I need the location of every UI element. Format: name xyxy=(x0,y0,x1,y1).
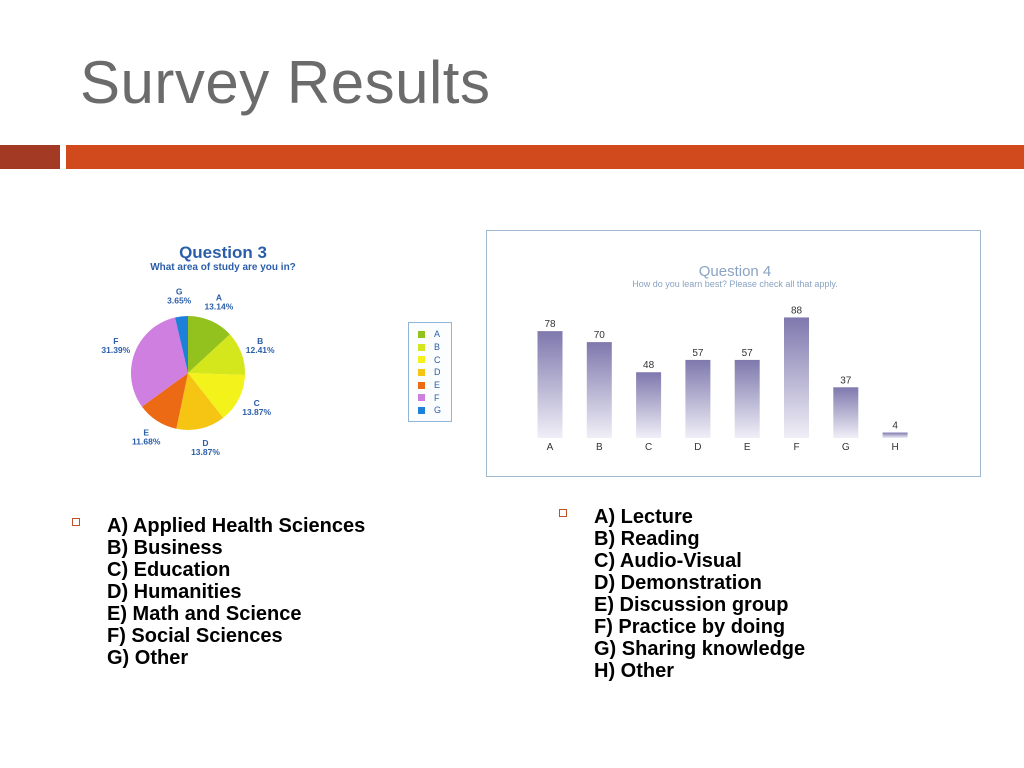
pie-label: D xyxy=(202,438,208,448)
legend-swatch xyxy=(418,368,425,376)
legend-label: A xyxy=(434,329,441,340)
question4-bar-chart: Question 4 How do you learn best? Please… xyxy=(537,263,908,453)
learning-style-item: H) Other xyxy=(594,660,674,682)
bar-a xyxy=(537,331,563,438)
pie-label: F xyxy=(113,336,118,346)
bar-category-label: C xyxy=(645,442,652,453)
pie-value-label: 13.87% xyxy=(242,407,271,417)
learning-styles-list: A) Lecture B) Reading C) Audio-Visual D) De… xyxy=(559,506,859,686)
pie-value-label: 13.14% xyxy=(204,301,233,311)
bar-h xyxy=(882,432,908,438)
study-area-item: G) Other xyxy=(107,647,189,669)
legend-item: F xyxy=(409,391,451,404)
title-divider-dark xyxy=(0,145,60,169)
bar-d xyxy=(685,359,711,438)
bar-c xyxy=(636,372,662,438)
pie-slice-b xyxy=(188,334,245,375)
legend-item: D xyxy=(409,366,451,379)
bullet-icon xyxy=(559,509,567,517)
learning-style-item: A) Lecture xyxy=(594,506,693,528)
legend-swatch xyxy=(418,330,425,338)
bar-g xyxy=(833,387,859,438)
bar-e xyxy=(734,359,760,438)
study-area-item: E) Math and Science xyxy=(107,603,302,625)
legend-item: G xyxy=(409,404,451,417)
legend-swatch xyxy=(418,394,425,402)
study-area-item: F) Social Sciences xyxy=(107,625,283,647)
bar-f xyxy=(784,317,809,438)
legend-swatch xyxy=(418,356,425,364)
learning-style-item: B) Reading xyxy=(594,528,700,550)
legend-label: F xyxy=(434,392,440,403)
bar-b xyxy=(586,342,612,438)
question3-pie-chart: Question 3 What area of study are you in… xyxy=(101,243,296,457)
bar-value-label: 70 xyxy=(594,330,606,341)
question4-chart-frame: Question 4 How do you learn best? Please… xyxy=(486,230,981,477)
legend-label: D xyxy=(434,367,441,378)
pie-label: G xyxy=(176,287,183,297)
pie-slice-g xyxy=(175,316,188,373)
legend-label: E xyxy=(434,380,441,391)
learning-style-item: F) Practice by doing xyxy=(594,616,786,638)
pie-slice-c xyxy=(188,373,245,418)
question4-subtitle: How do you learn best? Please check all … xyxy=(632,279,837,289)
pie-slice-d xyxy=(176,373,224,430)
learning-style-item: E) Discussion group xyxy=(594,594,789,616)
pie-value-label: 12.41% xyxy=(246,345,275,355)
bar-category-label: D xyxy=(694,442,701,453)
bar-value-label: 37 xyxy=(840,375,852,386)
pie-slice-e xyxy=(141,373,188,429)
bar-category-label: H xyxy=(891,442,898,453)
question3-subtitle: What area of study are you in? xyxy=(150,262,296,273)
question4-title: Question 4 xyxy=(699,263,772,280)
bar-value-label: 4 xyxy=(892,421,898,432)
learning-style-item: C) Audio-Visual xyxy=(594,550,742,572)
question3-title: Question 3 xyxy=(179,243,267,262)
pie-value-label: 31.39% xyxy=(101,345,130,355)
legend-item: A xyxy=(409,328,451,341)
legend-swatch xyxy=(418,406,425,414)
study-areas-list: A) Applied Health Sciences B) Business C) … xyxy=(72,515,432,675)
bar-value-label: 88 xyxy=(791,305,803,316)
study-area-item: B) Business xyxy=(107,537,223,559)
study-area-item: C) Education xyxy=(107,559,231,581)
pie-value-label: 13.87% xyxy=(191,447,220,457)
bar-value-label: 48 xyxy=(643,360,655,371)
pie-value-label: 3.65% xyxy=(167,296,192,306)
study-area-item: A) Applied Health Sciences xyxy=(107,515,366,537)
legend-item: C xyxy=(409,353,451,366)
bar-value-label: 57 xyxy=(742,348,754,359)
legend-label: G xyxy=(434,405,442,416)
legend-swatch xyxy=(418,343,425,351)
legend-swatch xyxy=(418,381,425,389)
pie-label: C xyxy=(254,398,260,408)
pie-label: E xyxy=(143,428,149,438)
study-area-item: D) Humanities xyxy=(107,581,242,603)
bar-value-label: 78 xyxy=(544,319,556,330)
learning-style-item: D) Demonstration xyxy=(594,572,762,594)
bullet-icon xyxy=(72,518,80,526)
bar-value-label: 57 xyxy=(692,348,704,359)
pie-slice-a xyxy=(188,316,230,373)
legend-label: B xyxy=(434,342,441,353)
legend-label: C xyxy=(434,354,441,365)
bar-category-label: B xyxy=(596,442,603,453)
pie-label: A xyxy=(216,292,222,302)
slide-title: Survey Results xyxy=(80,49,491,116)
legend-item: B xyxy=(409,341,451,354)
bar-category-label: F xyxy=(793,442,799,453)
legend-item: E xyxy=(409,379,451,392)
bar-category-label: A xyxy=(547,442,554,453)
pie-slice-f xyxy=(131,317,188,407)
pie-label: B xyxy=(257,336,263,346)
learning-style-item: G) Sharing knowledge xyxy=(594,638,806,660)
pie-value-label: 11.68% xyxy=(132,437,161,447)
bar-category-label: G xyxy=(842,442,850,453)
bar-category-label: E xyxy=(744,442,751,453)
title-divider xyxy=(66,145,1024,169)
